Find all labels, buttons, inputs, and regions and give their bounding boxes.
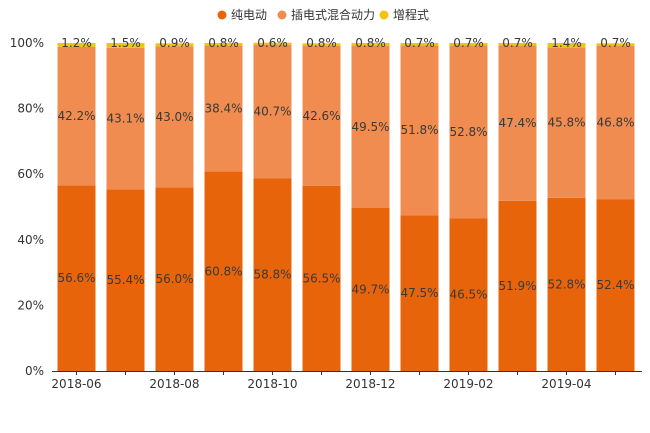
bar-segment: [57, 185, 96, 371]
bar-segment: [204, 45, 243, 172]
data-label: 0.8%: [306, 36, 337, 50]
data-label: 47.4%: [498, 116, 536, 130]
bar-segment: [253, 42, 292, 45]
data-label: 42.2%: [57, 109, 95, 123]
y-tick-label: 40%: [17, 233, 44, 247]
data-label: 56.0%: [155, 272, 193, 286]
x-tick-label: 2019-02: [443, 377, 493, 391]
bar-segment: [449, 218, 488, 371]
bar-segment: [351, 43, 390, 46]
bar-segment: [498, 45, 537, 201]
bar-segment: [400, 45, 439, 216]
legend: 纯电动 插电式混合动力 增程式: [217, 7, 429, 22]
data-label: 56.5%: [302, 271, 340, 285]
data-label: 0.7%: [502, 36, 533, 50]
y-tick-label: 80%: [17, 102, 44, 116]
data-label: 55.4%: [106, 273, 144, 287]
y-tick-label: 60%: [17, 167, 44, 181]
data-label: 1.2%: [61, 36, 92, 50]
data-label: 1.5%: [110, 36, 141, 50]
bar-segment: [596, 43, 635, 46]
bar-segment: [449, 45, 488, 219]
data-label: 43.1%: [106, 112, 144, 126]
y-tick-label: 100%: [10, 36, 44, 50]
bar-segment: [302, 45, 341, 186]
data-label: 49.7%: [351, 282, 389, 296]
data-label: 51.8%: [400, 123, 438, 137]
x-tick-label: 2018-12: [345, 377, 395, 391]
data-label: 46.5%: [449, 288, 487, 302]
data-label: 0.7%: [404, 36, 435, 50]
bar-segment: [498, 200, 537, 371]
bar-segment: [155, 43, 194, 47]
legend-label-2: 插电式混合动力: [291, 7, 375, 22]
x-tick-label: 2018-10: [247, 377, 297, 391]
bar-segment: [106, 189, 145, 371]
data-label: 0.9%: [159, 36, 190, 50]
data-label: 0.8%: [355, 36, 386, 50]
bar-segment: [106, 43, 145, 48]
bar-segment: [155, 187, 194, 371]
data-label: 46.8%: [596, 115, 634, 129]
legend-marker-1: [217, 10, 227, 20]
data-label: 49.5%: [351, 120, 389, 134]
data-label: 38.4%: [204, 102, 242, 116]
data-label: 52.8%: [449, 125, 487, 139]
y-axis: 0% 20% 40% 60% 80% 100%: [10, 36, 44, 378]
data-labels-group: 56.6% 42.2% 1.2% 55.4% 43.1% 1.5% 56.0% 43.0% 0.…: [57, 36, 634, 302]
x-axis: 2018-06 2018-08 2018-10 2018-12 2019-02 2019-…: [51, 371, 642, 391]
bar-segment: [106, 47, 145, 190]
data-label: 56.6%: [57, 271, 95, 285]
data-label: 60.8%: [204, 264, 242, 278]
data-label: 0.6%: [257, 36, 288, 50]
bar-segment: [302, 43, 341, 46]
data-label: 52.4%: [596, 278, 634, 292]
legend-label-1: 纯电动: [231, 8, 267, 22]
bar-segment: [155, 46, 194, 188]
bar-segment: [57, 43, 96, 47]
data-label: 0.7%: [600, 36, 631, 50]
bar-segment: [351, 45, 390, 208]
bar-segment: [498, 43, 537, 46]
data-label: 58.8%: [253, 268, 291, 282]
bar-segment: [302, 185, 341, 371]
bar-segment: [400, 43, 439, 46]
legend-marker-3: [379, 10, 389, 20]
bar-segment: [253, 178, 292, 371]
x-tick-label: 2018-06: [51, 377, 101, 391]
bar-segment: [596, 45, 635, 200]
legend-label-3: 增程式: [393, 7, 429, 22]
bar-segment: [547, 43, 586, 48]
data-label: 47.5%: [400, 286, 438, 300]
bar-segment: [204, 43, 243, 46]
bar-segment: [204, 171, 243, 371]
data-label: 40.7%: [253, 104, 291, 118]
data-label: 1.4%: [551, 36, 582, 50]
bar-segment: [351, 207, 390, 371]
bar-segment: [449, 43, 488, 46]
y-tick-label: 20%: [17, 298, 44, 312]
bar-segment: [596, 199, 635, 371]
data-label: 51.9%: [498, 279, 536, 293]
data-label: 0.8%: [208, 36, 239, 50]
bar-segment: [400, 215, 439, 371]
data-label: 43.0%: [155, 110, 193, 124]
x-tick-label: 2019-04: [541, 377, 591, 391]
bar-segment: [57, 46, 96, 186]
data-label: 0.7%: [453, 36, 484, 50]
bar-segment: [547, 47, 586, 198]
data-label: 52.8%: [547, 277, 585, 291]
bar-segment: [547, 197, 586, 371]
legend-marker-2: [277, 10, 287, 20]
y-tick-label: 0%: [25, 364, 44, 378]
bars-group: [57, 42, 635, 371]
data-label: 42.6%: [302, 109, 340, 123]
x-tick-label: 2018-08: [149, 377, 199, 391]
bar-segment: [253, 44, 292, 179]
data-label: 45.8%: [547, 116, 585, 130]
